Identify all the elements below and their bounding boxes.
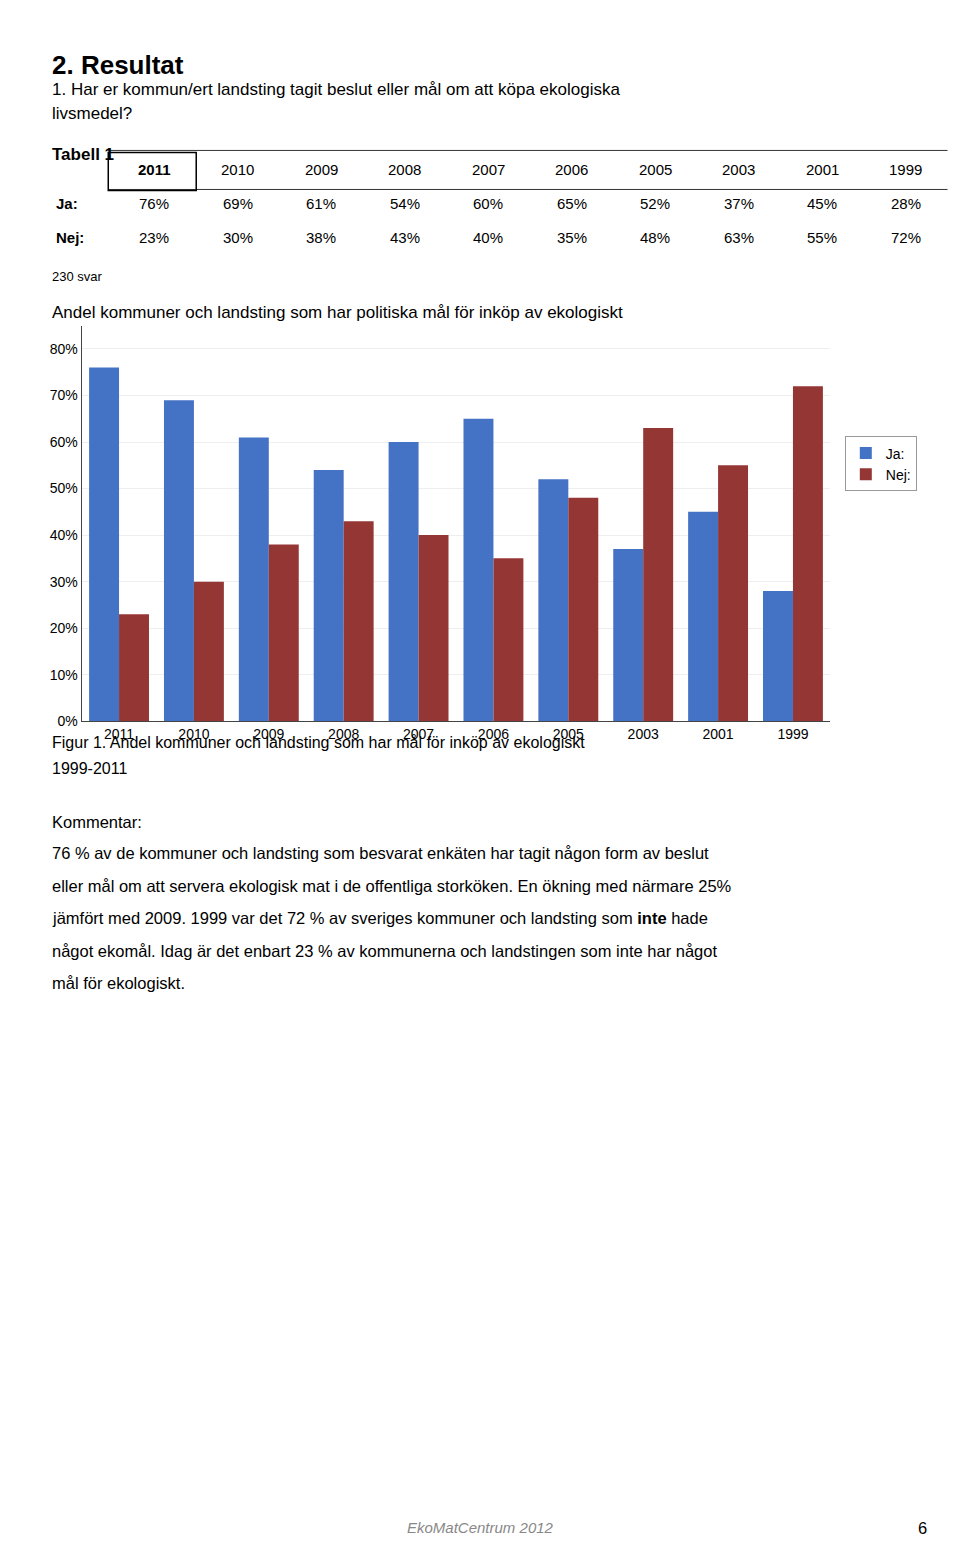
svg-text:2009: 2009: [305, 161, 338, 178]
svg-text:54%: 54%: [390, 195, 420, 212]
svg-text:2008: 2008: [388, 161, 421, 178]
svg-text:Figur 1. Andel kommuner och la: Figur 1. Andel kommuner och landsting so…: [52, 734, 585, 751]
svg-text:mål för ekologiskt.: mål för ekologiskt.: [52, 974, 185, 992]
svg-text:70%: 70%: [50, 387, 78, 403]
svg-text:37%: 37%: [724, 195, 754, 212]
svg-text:2011: 2011: [104, 726, 134, 742]
svg-text:2005: 2005: [639, 161, 672, 178]
svg-text:60%: 60%: [50, 434, 78, 450]
svg-text:69%: 69%: [223, 195, 253, 212]
svg-text:något ekomål. Idag är det enba: något ekomål. Idag är det enbart 23 % av…: [52, 942, 717, 960]
svg-text:2007: 2007: [472, 161, 505, 178]
svg-text:63%: 63%: [724, 229, 754, 246]
svg-text:2006: 2006: [478, 726, 509, 742]
svg-text:20%: 20%: [50, 620, 78, 636]
svg-text:2008: 2008: [328, 726, 359, 742]
svg-text:40%: 40%: [473, 229, 503, 246]
svg-text:2010: 2010: [178, 726, 209, 742]
svg-text:72%: 72%: [891, 229, 921, 246]
svg-text:23%: 23%: [139, 229, 169, 246]
svg-text:0%: 0%: [58, 713, 78, 729]
svg-text:61%: 61%: [306, 195, 336, 212]
svg-text:50%: 50%: [50, 480, 78, 496]
svg-text:6: 6: [918, 1519, 927, 1537]
svg-text:65%: 65%: [557, 195, 587, 212]
svg-text:1999-2011: 1999-2011: [52, 760, 127, 777]
svg-text:Nej:: Nej:: [56, 229, 84, 246]
svg-text:10%: 10%: [50, 667, 78, 683]
svg-text:2005: 2005: [553, 726, 584, 742]
svg-text:eller mål om att servera ekolo: eller mål om att servera ekologisk mat i…: [52, 877, 732, 895]
svg-text:40%: 40%: [50, 527, 78, 543]
svg-text:2011: 2011: [138, 161, 171, 178]
svg-text:30%: 30%: [223, 229, 253, 246]
svg-text:2009: 2009: [253, 726, 284, 742]
svg-text:2007: 2007: [403, 726, 434, 742]
svg-text:43%: 43%: [390, 229, 420, 246]
svg-text:Andel kommuner och landsting s: Andel kommuner och landsting som har pol…: [52, 303, 623, 322]
svg-text:30%: 30%: [50, 574, 78, 590]
svg-text:80%: 80%: [50, 341, 78, 357]
svg-text:35%: 35%: [557, 229, 587, 246]
svg-text:Nej:: Nej:: [886, 467, 911, 483]
svg-text:2003: 2003: [628, 726, 659, 742]
svg-text:52%: 52%: [640, 195, 670, 212]
svg-text:2010: 2010: [221, 161, 254, 178]
svg-text:230 svar: 230 svar: [52, 269, 103, 284]
svg-text:2. Resultat: 2. Resultat: [52, 50, 184, 80]
svg-text:48%: 48%: [640, 229, 670, 246]
svg-text:1. Har er kommun/ert landsting: 1. Har er kommun/ert landsting tagit bes…: [52, 80, 620, 99]
svg-text:38%: 38%: [306, 229, 336, 246]
svg-text:Ja:: Ja:: [56, 195, 78, 212]
svg-text:60%: 60%: [473, 195, 503, 212]
svg-text:1999: 1999: [777, 726, 808, 742]
svg-text:76%: 76%: [139, 195, 169, 212]
svg-text:jämfört med 2009. 1999 var det: jämfört med 2009. 1999 var det 72 % av s…: [52, 909, 708, 927]
svg-text:2003: 2003: [722, 161, 755, 178]
svg-text:EkoMatCentrum 2012: EkoMatCentrum 2012: [407, 1519, 554, 1536]
svg-text:55%: 55%: [807, 229, 837, 246]
svg-text:livsmedel?: livsmedel?: [52, 104, 132, 123]
svg-text:Ja:: Ja:: [886, 446, 905, 462]
svg-text:1999: 1999: [889, 161, 922, 178]
svg-text:28%: 28%: [891, 195, 921, 212]
svg-text:2001: 2001: [806, 161, 839, 178]
svg-text:76 % av de kommuner och landst: 76 % av de kommuner och landsting som be…: [52, 844, 709, 862]
svg-text:45%: 45%: [807, 195, 837, 212]
svg-text:Tabell 1: Tabell 1: [52, 145, 114, 164]
svg-text:2006: 2006: [555, 161, 588, 178]
svg-text:2001: 2001: [703, 726, 734, 742]
svg-text:Kommentar:: Kommentar:: [52, 813, 142, 831]
